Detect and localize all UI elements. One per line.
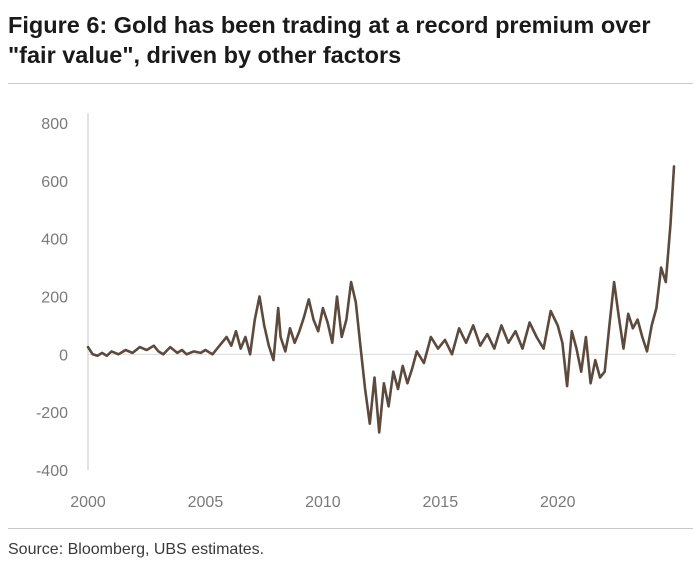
title-line-1: Figure 6: Gold has been trading at a rec… bbox=[8, 12, 651, 38]
figure-title: Figure 6: Gold has been trading at a rec… bbox=[8, 10, 694, 70]
title-line-2: "fair value", driven by other factors bbox=[8, 42, 402, 68]
footer-divider bbox=[8, 528, 693, 529]
x-tick-label: 2015 bbox=[423, 494, 459, 511]
x-tick-label: 2000 bbox=[70, 494, 106, 511]
x-tick-label: 2005 bbox=[188, 494, 224, 511]
x-axis-ticks: 2000 2005 2010 2015 2020 bbox=[70, 494, 575, 511]
y-tick-label: 600 bbox=[41, 174, 68, 191]
y-tick-label: 0 bbox=[59, 347, 68, 364]
source-note: Source: Bloomberg, UBS estimates. bbox=[8, 541, 265, 558]
series-line bbox=[86, 165, 676, 434]
x-tick-label: 2010 bbox=[305, 494, 341, 511]
y-axis-ticks: 800 600 400 200 0 -200 -400 bbox=[36, 116, 68, 480]
y-tick-label: 800 bbox=[41, 116, 68, 133]
header-divider bbox=[8, 83, 693, 84]
y-tick-label: 200 bbox=[41, 290, 68, 307]
x-tick-label: 2020 bbox=[540, 494, 576, 511]
y-tick-label: 400 bbox=[41, 232, 68, 249]
y-tick-label: -200 bbox=[36, 405, 68, 422]
y-tick-label: -400 bbox=[36, 463, 68, 480]
